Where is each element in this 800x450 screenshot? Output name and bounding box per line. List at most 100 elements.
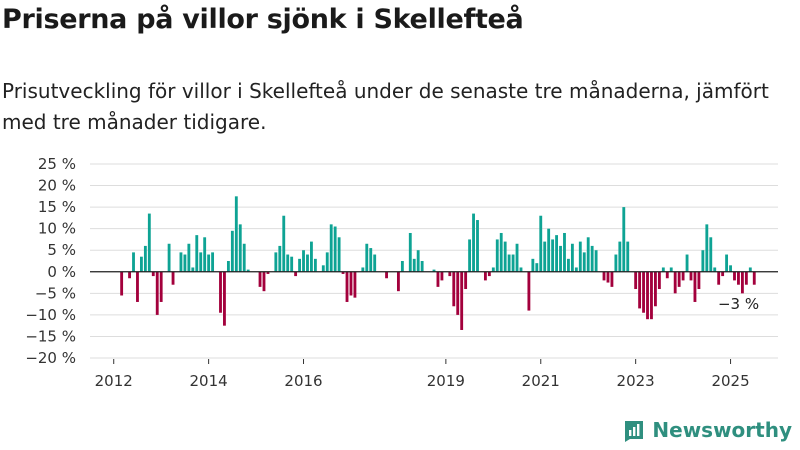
y-axis: 25 % 20 % 15 % 10 % 5 % 0 % −5 % −10 % −15 % −20 …: [25, 155, 76, 367]
x-axis: 2012 2014 2016 2019 2021 2023 2025: [95, 359, 750, 390]
bar: [725, 254, 729, 272]
bar: [262, 271, 266, 292]
bar: [195, 235, 199, 272]
bar: [748, 267, 752, 272]
bar: [452, 271, 456, 307]
bars: [120, 196, 756, 330]
bar: [495, 239, 499, 272]
bar: [313, 258, 317, 272]
bar: [278, 245, 282, 272]
brand-name: Newsworthy: [652, 418, 792, 442]
bar: [618, 241, 622, 272]
bar: [128, 271, 131, 279]
bar: [594, 250, 598, 272]
bar: [246, 269, 250, 272]
bar: [547, 228, 551, 272]
x-tick-label: 2012: [95, 372, 133, 390]
bar: [677, 271, 681, 287]
annotations: −3 %: [718, 295, 759, 313]
bar: [582, 252, 586, 272]
bar: [436, 271, 440, 287]
chart-title: Priserna på villor sjönk i Skellefteå: [2, 4, 524, 35]
x-tick-label: 2025: [711, 372, 749, 390]
bar: [744, 271, 748, 285]
y-tick-label: −20 %: [25, 349, 76, 367]
bar: [570, 243, 574, 272]
y-tick-label: −5 %: [35, 284, 76, 302]
bar: [752, 271, 756, 285]
bar: [361, 267, 365, 272]
bar: [199, 252, 203, 272]
bar: [460, 271, 464, 330]
bar: [622, 207, 626, 272]
bar: [578, 241, 582, 272]
bar: [499, 232, 503, 272]
bar: [527, 271, 531, 311]
bar: [400, 261, 404, 272]
bar: [563, 232, 566, 272]
bar: [515, 243, 519, 272]
bar: [203, 237, 207, 272]
bar: [689, 271, 693, 281]
bar: [420, 261, 424, 272]
bar: [171, 271, 175, 285]
annotation-last-value: −3 %: [718, 295, 759, 313]
y-tick-label: 0 %: [47, 263, 76, 281]
bar: [294, 271, 298, 277]
bar: [353, 271, 357, 298]
bar: [329, 224, 333, 272]
bar: [614, 254, 618, 272]
y-tick-label: 15 %: [38, 198, 76, 216]
bar: [349, 271, 353, 296]
bar: [737, 271, 740, 285]
bar: [740, 271, 744, 294]
x-tick-label: 2021: [522, 372, 560, 390]
bar: [606, 271, 610, 283]
bar: [408, 232, 412, 272]
bar: [321, 265, 325, 272]
bar: [661, 267, 665, 272]
bar: [155, 271, 159, 315]
bar: [187, 243, 191, 272]
bar: [535, 263, 539, 272]
bar: [159, 271, 163, 302]
bar: [657, 271, 661, 290]
bar: [673, 271, 677, 294]
bar: [551, 239, 555, 272]
bar: [310, 241, 313, 272]
bar: [234, 196, 238, 272]
bar: [230, 230, 234, 272]
bar: [223, 271, 226, 326]
bar: [669, 267, 673, 272]
x-tick-label: 2019: [427, 372, 465, 390]
bar: [151, 271, 155, 277]
bar: [143, 245, 147, 272]
bar: [139, 256, 143, 272]
bar: [472, 213, 475, 272]
bar: [282, 215, 286, 272]
brand: Newsworthy: [622, 418, 792, 442]
bar: [373, 254, 377, 272]
bar: [167, 243, 171, 272]
bar: [650, 271, 653, 320]
y-tick-label: −10 %: [25, 306, 76, 324]
bar: [701, 250, 705, 272]
bar: [191, 267, 195, 272]
bar: [448, 271, 452, 277]
bar: [226, 261, 230, 272]
bar: [333, 226, 337, 272]
bar: [487, 271, 491, 277]
bar: [559, 245, 562, 272]
bar: [341, 271, 345, 274]
bar: [555, 235, 558, 272]
bar: [147, 213, 151, 272]
bar: [693, 271, 697, 302]
bar: [642, 271, 645, 313]
bar: [302, 250, 305, 272]
bar: [242, 243, 246, 272]
bar: [705, 224, 709, 272]
bar: [179, 252, 183, 272]
bar: [543, 241, 547, 272]
bar: [721, 271, 725, 277]
